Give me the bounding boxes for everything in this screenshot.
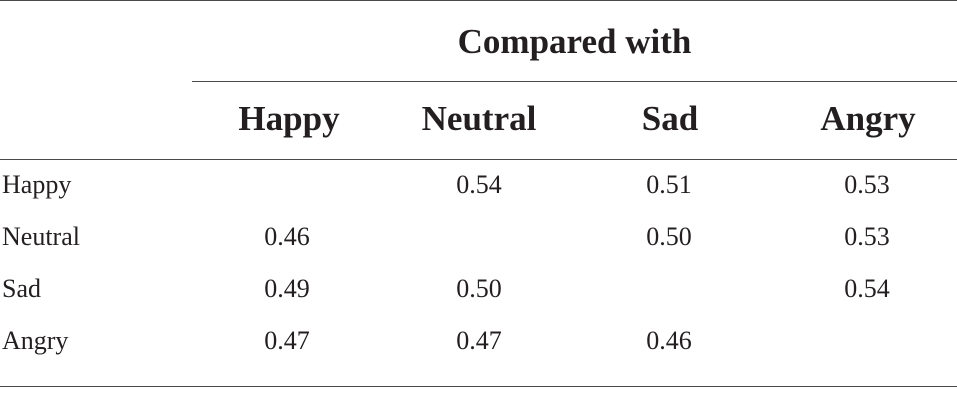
table-cell: 0.46 [646, 326, 692, 355]
table-bottom-rule [0, 386, 957, 387]
table-cell: 0.46 [264, 222, 310, 251]
row-label-angry: Angry [2, 326, 69, 355]
table-cell: 0.53 [844, 222, 890, 251]
table-cell: 0.50 [456, 274, 502, 303]
table-cell: 0.49 [264, 274, 310, 303]
column-header-neutral: Neutral [421, 99, 537, 138]
table-top-rule [0, 0, 957, 1]
column-header-happy: Happy [238, 99, 340, 138]
column-header-sad: Sad [641, 99, 699, 138]
table-cell: 0.50 [646, 222, 692, 251]
header-rule [0, 159, 957, 160]
table-cell: 0.54 [844, 274, 890, 303]
row-label-happy: Happy [2, 170, 72, 199]
group-header-rule [192, 81, 957, 82]
table-cell: 0.53 [844, 170, 890, 199]
column-header-angry: Angry [820, 99, 916, 138]
table-cell: 0.47 [264, 326, 310, 355]
group-header: Compared with [457, 22, 692, 61]
table-cell: 0.47 [456, 326, 502, 355]
row-label-neutral: Neutral [2, 222, 80, 251]
table-cell: 0.51 [646, 170, 692, 199]
row-label-sad: Sad [2, 274, 41, 303]
table-cell: 0.54 [456, 170, 502, 199]
